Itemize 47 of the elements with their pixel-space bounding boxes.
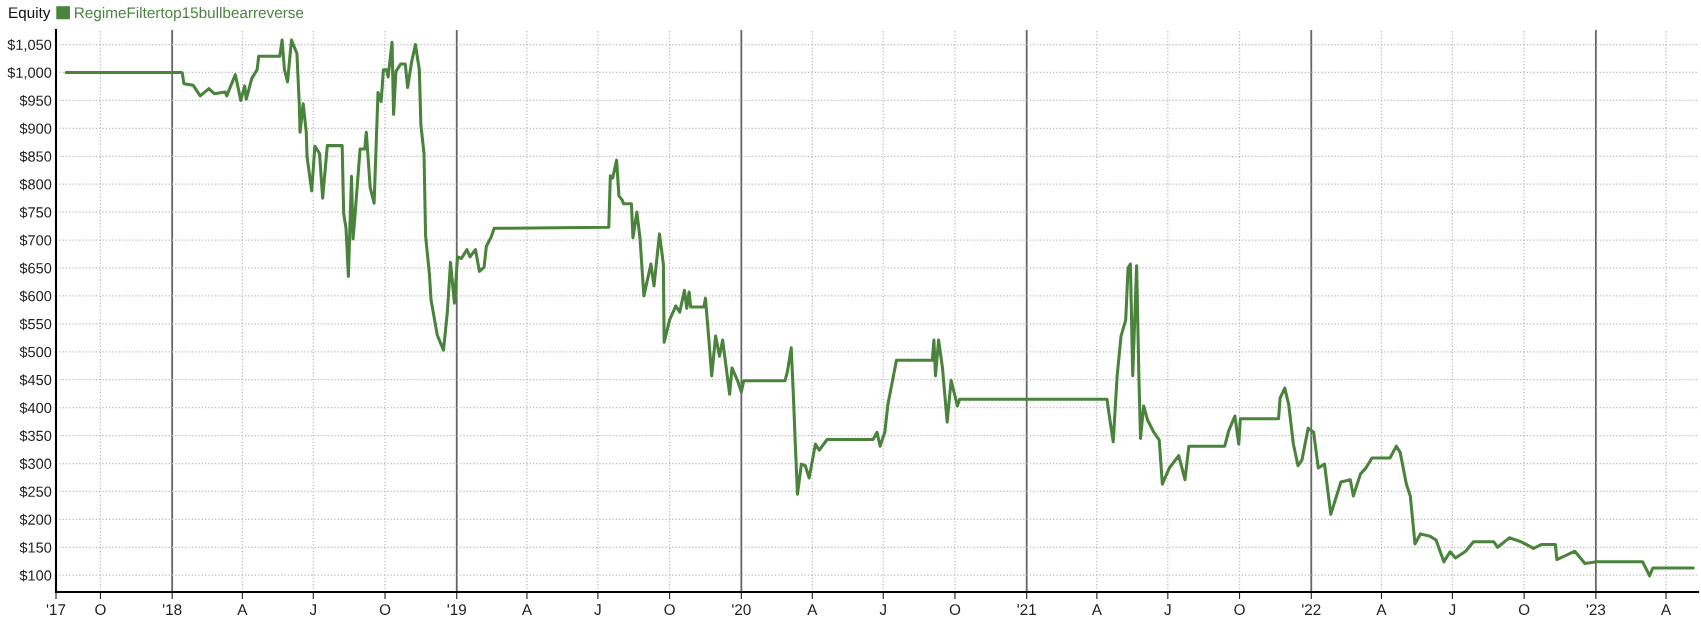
x-tick-label: J — [1164, 604, 1171, 616]
y-tick-label: $700 — [19, 234, 52, 247]
y-tick-label: $250 — [19, 485, 52, 498]
x-tick-label: O — [95, 604, 106, 616]
x-tick-label: O — [1234, 604, 1245, 616]
x-tick-label: O — [379, 604, 391, 616]
x-tick-label: '23 — [1586, 604, 1606, 616]
x-tick-label: A — [521, 604, 532, 615]
x-tick-label: J — [1448, 604, 1456, 616]
y-tick-label: $950 — [19, 94, 52, 107]
y-tick-label: $300 — [19, 458, 52, 470]
x-tick-label: A — [1376, 604, 1387, 615]
chart-title: Equity — [9, 6, 51, 22]
x-tick-label: '19 — [447, 604, 466, 616]
x-tick-label: '22 — [1302, 604, 1321, 615]
y-tick-label: $100 — [19, 569, 52, 582]
y-tick-label: $900 — [19, 122, 52, 135]
x-tick-label: '21 — [1017, 604, 1036, 615]
x-tick-label: O — [949, 604, 961, 616]
x-tick-label: J — [594, 604, 601, 616]
y-tick-label: $200 — [19, 513, 52, 526]
x-tick-label: '18 — [162, 604, 182, 616]
y-tick-label: $1,000 — [7, 66, 52, 80]
y-tick-label: $1,050 — [7, 39, 52, 52]
x-tick-label: O — [664, 604, 675, 616]
x-tick-label: '20 — [732, 604, 751, 616]
y-tick-label: $350 — [19, 430, 52, 442]
x-tick-label: A — [807, 604, 818, 615]
x-tick-label: J — [309, 604, 316, 616]
x-tick-label: A — [1091, 604, 1102, 615]
y-tick-label: $750 — [19, 206, 52, 219]
line-series — [64, 38, 1695, 578]
y-tick-label: $800 — [19, 178, 52, 191]
y-tick-label: $850 — [19, 150, 52, 163]
x-tick-label: A — [1660, 604, 1672, 615]
x-tick-label: '17 — [46, 604, 66, 615]
legend-label: RegimeFiltertop15bullbearreverse — [75, 6, 304, 22]
y-tick-label: $500 — [19, 346, 52, 359]
y-tick-label: $450 — [19, 374, 52, 387]
x-tick-label: A — [237, 604, 248, 615]
y-tick-label: $150 — [19, 541, 52, 554]
x-tick-label: O — [1518, 604, 1530, 616]
x-tick-label: J — [879, 604, 886, 616]
y-tick-label: $650 — [19, 262, 52, 275]
y-tick-label: $550 — [19, 318, 52, 331]
y-tick-label: $600 — [19, 290, 52, 303]
y-tick-label: $400 — [19, 402, 52, 414]
